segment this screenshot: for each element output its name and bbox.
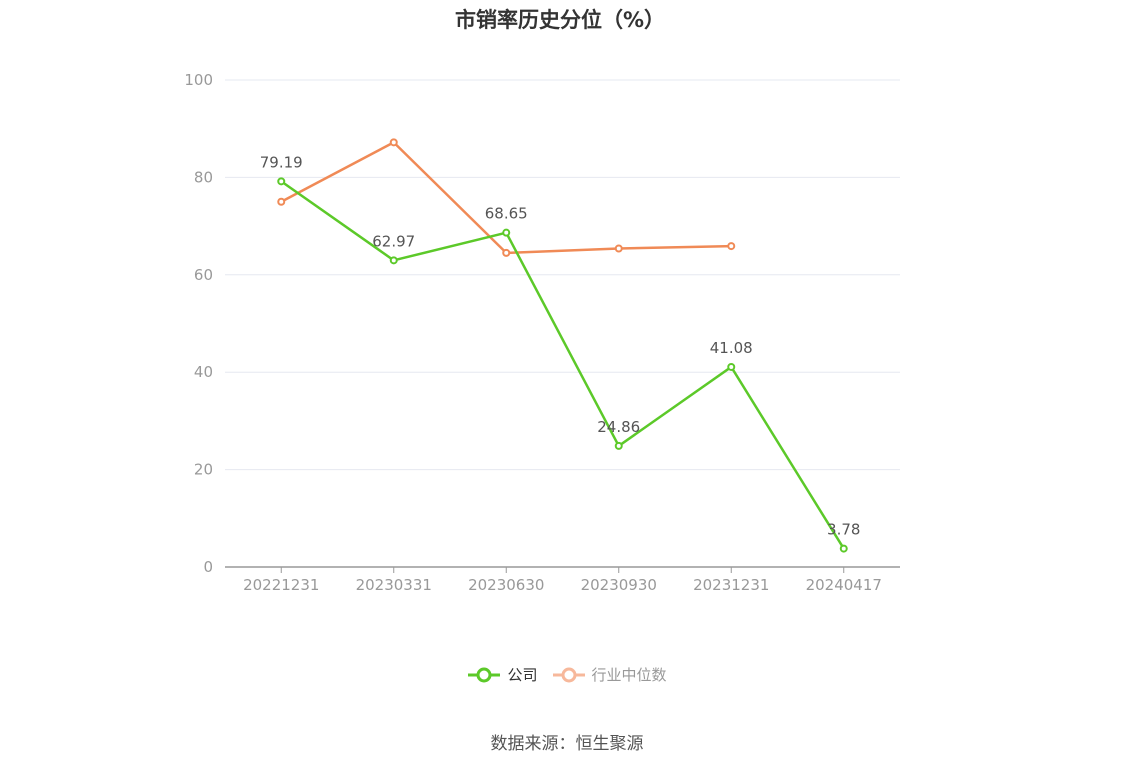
y-tick-label: 100 [184,71,213,89]
legend-item-company[interactable]: 公司 [467,664,538,685]
data-label: 62.97 [372,232,415,250]
data-label: 3.78 [827,521,860,539]
series-layer [277,138,848,553]
data-point-industry-median[interactable] [614,244,623,253]
axis-layer: 0 20 40 60 80 100 20221231 20230331 20230630 2023… [184,71,900,594]
data-label: 41.08 [710,339,753,357]
data-point-company[interactable] [389,256,398,265]
legend-company-label: 公司 [507,666,538,684]
legend: 公司 行业中位数 [0,664,1134,685]
data-point-industry-median[interactable] [277,197,286,206]
x-tick-label: 20240417 [806,576,882,594]
data-point-company[interactable] [277,177,286,186]
x-tick-label: 20230331 [356,576,432,594]
y-tick-label: 0 [203,558,213,576]
legend-industry-label: 行业中位数 [591,666,667,684]
source-note: 数据来源：恒生聚源 [490,734,644,754]
data-point-industry-median[interactable] [502,248,511,257]
legend-company-swatch-icon [468,667,501,682]
data-point-company[interactable] [502,228,511,237]
x-tick-label: 20231231 [693,576,769,594]
data-point-company[interactable] [839,544,848,553]
y-tick-label: 60 [194,266,213,284]
data-label: 79.19 [260,153,303,171]
y-tick-label: 80 [194,168,213,186]
data-point-industry-median[interactable] [389,138,398,147]
data-label: 68.65 [485,205,528,223]
grid-layer [225,79,900,471]
chart-title: 市销率历史分位（%） [454,8,666,32]
x-tick-label: 20221231 [243,576,319,594]
legend-industry-swatch-icon [552,667,585,682]
data-label: 24.86 [597,418,640,436]
y-tick-label: 20 [194,461,213,479]
x-tick-label: 20230930 [581,576,657,594]
data-point-company[interactable] [614,441,623,450]
series-line-company [280,180,845,550]
data-point-industry-median[interactable] [727,242,736,251]
legend-item-industry-median[interactable]: 行业中位数 [552,664,667,685]
label-layer: 79.19 62.97 68.65 24.86 41.08 3.78 [260,153,861,538]
data-point-company[interactable] [727,362,736,371]
y-tick-label: 40 [194,363,213,381]
x-tick-label: 20230630 [468,576,544,594]
